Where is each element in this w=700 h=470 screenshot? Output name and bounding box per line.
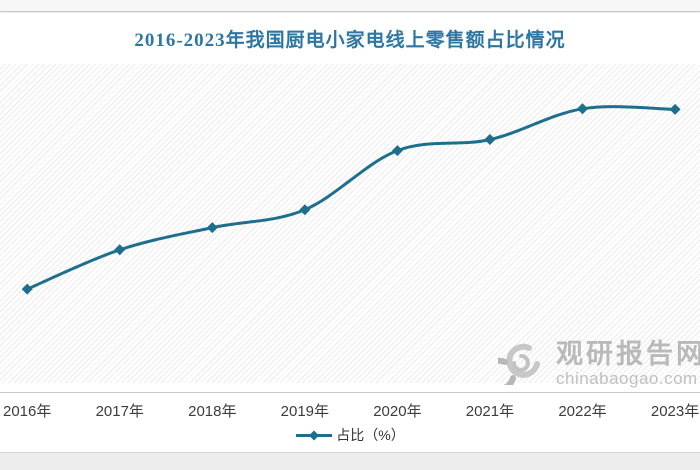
x-axis-label: 2020年 [373,403,422,420]
swirl-logo-icon [498,343,540,385]
plot-area [0,64,700,383]
footer-strip [0,452,700,470]
x-axis-label: 2022年 [558,403,607,420]
x-axis-labels: 2016年 2017年 2018年 2019年 2020年 2021年 2022年 2023年 [0,400,700,420]
title-band: 2016-2023年我国厨电小家电线上零售额占比情况 [0,13,700,64]
legend: 占比（%） [0,426,700,444]
watermark-url: chinabaogao.com [556,369,698,389]
x-axis-label: 2019年 [280,403,330,420]
x-axis-line [0,392,700,393]
x-axis-label: 2023年 [650,403,700,420]
x-axis-label: 2017年 [95,403,144,420]
x-axis-label: 2021年 [465,403,515,420]
watermark: 观研报告网 chinabaogao.com [498,339,700,387]
watermark-name: 观研报告网 [556,339,700,369]
top-strip [0,0,700,12]
x-axis-label: 2018年 [188,403,237,420]
legend-label: 占比（%） [336,427,405,443]
legend-marker-icon [296,430,333,440]
x-axis-label: 2016年 [3,403,52,420]
chart-title: 2016-2023年我国厨电小家电线上零售额占比情况 [134,30,566,51]
watermark-texts: 观研报告网 chinabaogao.com [556,339,700,387]
